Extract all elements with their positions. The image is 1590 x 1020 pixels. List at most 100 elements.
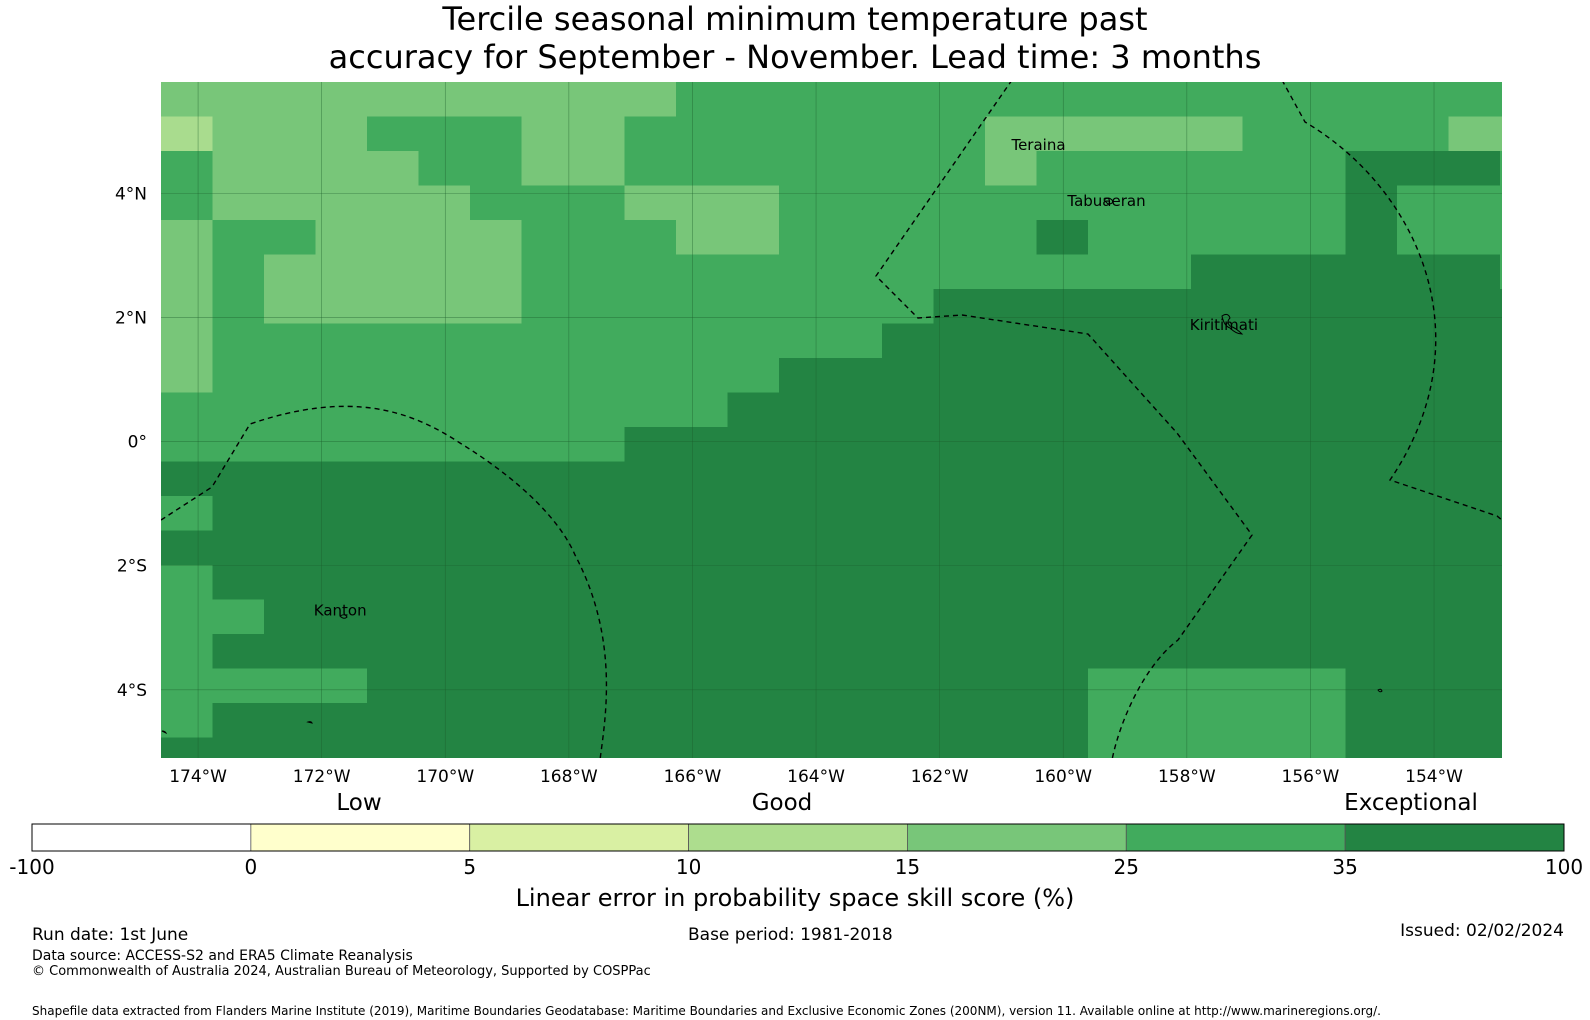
grid-cell [779,427,832,463]
grid-cell [161,392,214,428]
grid-cell [985,323,1038,359]
grid-cell [573,427,626,463]
grid-cell [1345,668,1398,704]
grid-cell [573,220,626,256]
grid-cell [161,220,214,256]
grid-cell [367,496,420,532]
grid-cell [676,220,729,256]
colorbar-segment [1344,823,1565,852]
grid-cell [1088,634,1141,670]
grid-cell [521,427,574,463]
place-label-kiritimati: Kiritimati [1190,316,1258,334]
grid-cell [830,323,883,359]
grid-cell [676,289,729,325]
grid-cell [418,565,471,601]
grid-cell [315,703,368,739]
grid-cell [573,634,626,670]
grid-cell [1397,323,1450,359]
grid-cell [470,599,523,635]
grid-cell [418,530,471,566]
grid-cell [161,599,214,635]
grid-cell [1500,599,1502,635]
grid-cell [1036,116,1089,152]
place-label-tabuaeran: Tabuaeran [1066,192,1145,210]
grid-cell [830,565,883,601]
grid-cell [882,634,935,670]
grid-cell [315,461,368,497]
grid-cell [624,254,677,290]
grid-cell [1345,185,1398,221]
place-labels: Teraina Tabuaeran Kiritimati Kanton [314,136,1258,619]
grid-cell [1036,185,1089,221]
grid-cell [1345,427,1398,463]
grid-cell [1088,461,1141,497]
grid-cell [161,116,214,152]
grid-cell [1448,703,1501,739]
grid-cell [367,530,420,566]
grid-cell [264,358,317,394]
eez-boundary-kiribati-east [1282,82,1502,521]
grid-cell [1036,737,1089,758]
grid-cell [1191,358,1244,394]
eez-boundaries [161,82,1502,758]
grid-cell [882,461,935,497]
grid-cell [212,427,265,463]
longitude-tick-label: 174°W [169,767,227,787]
grid-cell [676,82,729,118]
grid-cell [521,220,574,256]
grid-cell [1294,599,1347,635]
eez-boundary-kiribati-central [875,82,1253,758]
grid-cell [1294,737,1347,758]
grid-cell [573,461,626,497]
grid-cell [1191,220,1244,256]
grid-cell [470,358,523,394]
grid-cell [470,565,523,601]
grid-cell [779,565,832,601]
grid-cell [315,82,368,118]
grid-cell [367,151,420,187]
grid-cell [470,151,523,187]
grid-cell [1500,392,1502,428]
grid-cell [727,703,780,739]
grid-cell [1448,151,1501,187]
grid-cell [521,530,574,566]
colorbar-header-low: Low [336,790,381,816]
grid-cell [367,254,420,290]
grid-cell [1294,668,1347,704]
grid-cell [367,358,420,394]
grid-cell [779,737,832,758]
grid-cell [418,461,471,497]
grid-cell [367,668,420,704]
grid-cell [470,703,523,739]
grid-cell [470,427,523,463]
grid-cell [1345,254,1398,290]
grid-cell [470,737,523,758]
grid-cell [1397,358,1450,394]
colorbar-segment [1125,823,1346,852]
longitude-tick-label: 160°W [1034,767,1092,787]
grid-cell [521,634,574,670]
grid-cell [1345,461,1398,497]
grid-cell [1448,737,1501,758]
grid-cell [264,427,317,463]
grid-cell [985,185,1038,221]
grid-cell [418,668,471,704]
colorbar-segment [688,823,908,852]
grid-cell [1242,392,1295,428]
copyright: © Commonwealth of Australia 2024, Austra… [32,964,651,979]
grid-cell [779,254,832,290]
grid-cell [367,116,420,152]
grid-cell [624,392,677,428]
grid-cell [264,220,317,256]
grid-cell [521,461,574,497]
grid-cell [830,427,883,463]
grid-cell [264,703,317,739]
grid-cell [830,289,883,325]
grid-cell [727,461,780,497]
colorbar-tick-label: 15 [895,855,920,879]
grid-cell [933,220,986,256]
grid-cell [1139,737,1192,758]
grid-cell [470,289,523,325]
grid-cell [933,151,986,187]
grid-cell [1294,530,1347,566]
